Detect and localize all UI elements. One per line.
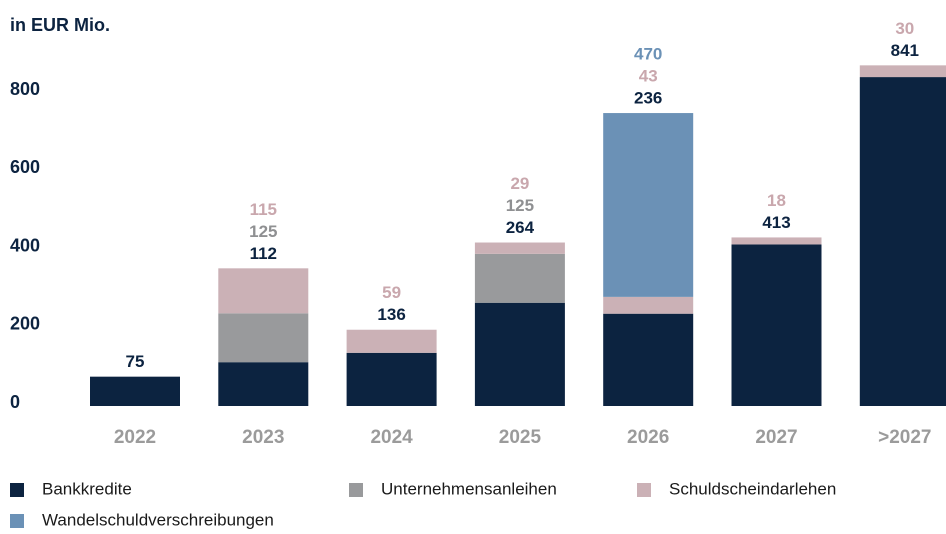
y-tick-label: 800 bbox=[10, 79, 40, 99]
y-tick-label: 600 bbox=[10, 157, 40, 177]
bar-segment bbox=[474, 302, 565, 406]
y-tick-label: 0 bbox=[10, 392, 20, 412]
legend-swatch bbox=[349, 483, 363, 497]
value-label: 264 bbox=[506, 218, 535, 237]
value-label: 470 bbox=[634, 45, 662, 64]
x-tick-label: >2027 bbox=[878, 427, 931, 448]
value-label: 136 bbox=[377, 305, 405, 324]
bar-segment bbox=[90, 376, 180, 406]
value-label: 236 bbox=[634, 89, 662, 108]
value-label: 75 bbox=[126, 352, 145, 371]
legend-swatch bbox=[10, 514, 24, 528]
x-tick-label: 2027 bbox=[755, 427, 797, 448]
bar-segment bbox=[218, 268, 309, 314]
y-tick-label: 200 bbox=[10, 314, 40, 334]
value-label: 43 bbox=[639, 67, 658, 86]
x-tick-label: 2024 bbox=[370, 427, 413, 448]
x-tick-label: 2022 bbox=[114, 427, 156, 448]
bar-segment bbox=[218, 313, 309, 363]
value-label: 112 bbox=[250, 244, 277, 263]
bar-segment bbox=[731, 237, 822, 245]
value-label: 115 bbox=[250, 200, 277, 219]
legend-swatch bbox=[637, 483, 651, 497]
bar-segment bbox=[474, 253, 565, 303]
legend-label: Wandelschuldverschreibungen bbox=[42, 510, 274, 529]
legend-label: Unternehmensanleihen bbox=[381, 479, 557, 498]
bar-segment bbox=[859, 77, 946, 406]
value-label: 30 bbox=[895, 19, 914, 38]
value-label: 18 bbox=[767, 191, 786, 210]
bar-segment bbox=[603, 113, 694, 297]
legend-label: Bankkredite bbox=[42, 479, 132, 498]
x-tick-label: 2023 bbox=[242, 427, 284, 448]
value-label: 125 bbox=[506, 196, 534, 215]
value-label: 413 bbox=[762, 213, 790, 232]
bar-segment bbox=[218, 362, 309, 406]
bar-segment bbox=[346, 352, 437, 406]
bar-segment bbox=[603, 296, 694, 314]
value-label: 125 bbox=[249, 222, 277, 241]
value-label: 29 bbox=[510, 174, 529, 193]
bar-segment bbox=[859, 65, 946, 78]
bar-segment bbox=[731, 244, 822, 406]
y-tick-label: 400 bbox=[10, 235, 40, 255]
chart-title: in EUR Mio. bbox=[10, 15, 110, 35]
bar-segment bbox=[603, 313, 694, 406]
legend-swatch bbox=[10, 483, 24, 497]
legend-label: Schuldscheindarlehen bbox=[669, 479, 836, 498]
bar-segment bbox=[346, 329, 437, 353]
bar-segment bbox=[474, 242, 565, 254]
x-tick-label: 2026 bbox=[627, 427, 669, 448]
value-label: 59 bbox=[382, 283, 401, 302]
x-tick-label: 2025 bbox=[499, 427, 542, 448]
value-label: 841 bbox=[891, 41, 919, 60]
